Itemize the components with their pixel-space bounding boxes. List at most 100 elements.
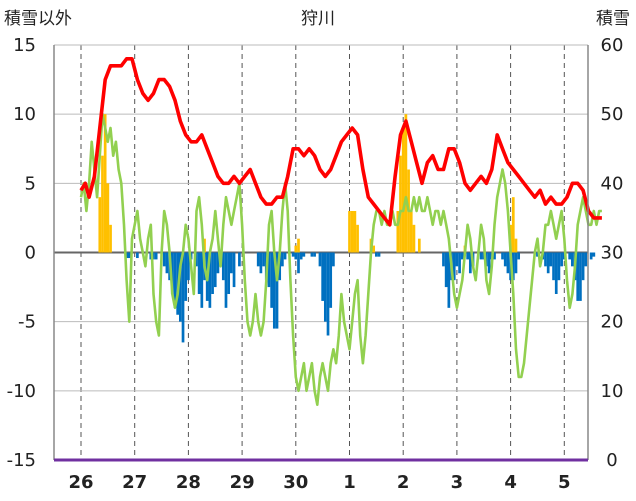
x-tick-30: 30 <box>283 472 308 493</box>
snow-change-bar-23 <box>211 252 214 294</box>
snowfall-bar-14 <box>396 211 400 253</box>
snow-change-bar-28 <box>224 252 228 308</box>
snow-change-bar-56 <box>332 252 335 267</box>
snow-change-bar-93 <box>568 252 572 260</box>
snow-change-bar-37 <box>267 252 271 288</box>
snowfall-bar-15 <box>399 155 402 253</box>
left-tick--15: -15 <box>7 450 36 471</box>
snow-change-bar-22 <box>208 252 212 308</box>
snow-change-bar-4 <box>152 252 155 260</box>
left-axis-ticks: 15 10 5 0 -5 -10 -15 <box>7 35 36 471</box>
snow-change-bar-57 <box>375 252 378 257</box>
snowfall-bar-24 <box>511 197 515 253</box>
snow-change-bar-66 <box>460 252 464 260</box>
snow-change-bar-35 <box>262 252 265 267</box>
snow-change-bar-80 <box>511 252 515 281</box>
snow-change-bar-65 <box>458 252 461 274</box>
left-tick--10: -10 <box>7 381 36 402</box>
snow-change-bar-98 <box>581 252 585 281</box>
x-tick-3: 3 <box>451 472 464 493</box>
snow-change-bar-38 <box>270 252 273 308</box>
snow-change-bar-12 <box>178 252 182 322</box>
snow-change-bar-30 <box>230 252 233 274</box>
x-tick-2: 2 <box>397 472 410 493</box>
snow-change-bar-96 <box>576 252 580 301</box>
snowfall-bar-6 <box>294 245 298 253</box>
snow-change-bar-99 <box>584 252 588 267</box>
snowfall-bar-1 <box>101 155 104 253</box>
left-tick-5: 5 <box>25 173 36 194</box>
snow-change-bar-19 <box>200 252 204 308</box>
snow-change-bar-17 <box>195 252 198 267</box>
snow-change-bar-51 <box>318 252 322 267</box>
snow-change-bar-70 <box>479 252 483 260</box>
snow-change-bar-90 <box>557 252 561 281</box>
snow-change-bar-13 <box>181 252 185 343</box>
snow-depth-line-layer <box>79 56 602 227</box>
snow-change-bar-94 <box>571 252 574 267</box>
right-tick-60: 60 <box>601 35 624 56</box>
snow-change-bar-48 <box>302 252 306 257</box>
snow-change-bar-76 <box>501 252 504 260</box>
snowfall-bar-7 <box>297 238 300 253</box>
snowfall-bar-19 <box>409 211 413 253</box>
snow-change-bar-42 <box>281 252 284 267</box>
snow-change-bar-67 <box>466 252 469 260</box>
snowfall-bar-17 <box>404 114 408 253</box>
snow-change-bar-24 <box>213 252 217 288</box>
snow-change-bar-45 <box>294 252 298 260</box>
right-tick-40: 40 <box>601 173 624 194</box>
snow-change-bar-14 <box>184 252 188 301</box>
snow-change-bar-89 <box>554 252 558 294</box>
snow-change-bar-86 <box>546 252 550 274</box>
snow-change-bar-15 <box>187 252 190 281</box>
snow-change-bar-39 <box>272 252 276 329</box>
temperature-line <box>79 112 602 407</box>
snow-change-bar-47 <box>299 252 303 260</box>
chart-title: 狩川 <box>301 9 335 29</box>
snow-change-bar-32 <box>238 252 241 267</box>
x-tick-4: 4 <box>504 472 517 493</box>
snow-change-bar-9 <box>170 252 174 294</box>
snow-change-bar-46 <box>297 252 300 274</box>
x-tick-1: 1 <box>343 472 356 493</box>
snow-change-bar-6 <box>162 252 166 267</box>
snow-change-bar-101 <box>592 252 596 257</box>
snow-change-bar-44 <box>291 252 295 257</box>
snow-change-bar-77 <box>503 252 507 267</box>
left-tick-0: 0 <box>25 243 36 264</box>
right-axis-label: 積雪 <box>596 9 630 29</box>
left-axis-label: 積雪以外 <box>4 9 72 29</box>
snow-change-bar-64 <box>455 252 459 267</box>
left-tick-15: 15 <box>13 35 36 56</box>
snowfall-bar-10 <box>353 211 357 253</box>
snow-change-bar-60 <box>444 252 448 288</box>
snow-change-bar-85 <box>544 252 547 267</box>
snowfall-bar-25 <box>514 238 518 253</box>
snow-change-bar-43 <box>283 252 287 260</box>
snow-change-bar-31 <box>232 252 236 288</box>
right-tick-30: 30 <box>601 243 624 264</box>
snow-change-bar-59 <box>442 252 445 267</box>
snow-change-bar-40 <box>275 252 279 329</box>
x-tick-5: 5 <box>558 472 571 493</box>
snow-change-bar-41 <box>278 252 282 281</box>
snow-change-bar-63 <box>452 252 456 281</box>
snow-change-bar-27 <box>221 252 225 281</box>
snowfall-bar-21 <box>417 238 421 253</box>
temperature-line-layer <box>79 112 602 407</box>
right-tick-20: 20 <box>601 312 624 333</box>
x-tick-29: 29 <box>230 472 255 493</box>
snow-change-bar-7 <box>165 252 169 274</box>
right-tick-10: 10 <box>601 381 624 402</box>
snowfall-bar-20 <box>412 224 416 253</box>
snowfall-bar-13 <box>372 245 376 253</box>
snow-change-bar-68 <box>468 252 472 274</box>
snowfall-bar-5 <box>203 238 206 253</box>
snow-change-bar-91 <box>560 252 563 267</box>
snow-depth-line <box>79 56 602 227</box>
right-axis-ticks: 60 50 40 30 20 10 0 <box>601 35 624 471</box>
x-tick-26: 26 <box>68 472 93 493</box>
left-tick-10: 10 <box>13 104 36 125</box>
